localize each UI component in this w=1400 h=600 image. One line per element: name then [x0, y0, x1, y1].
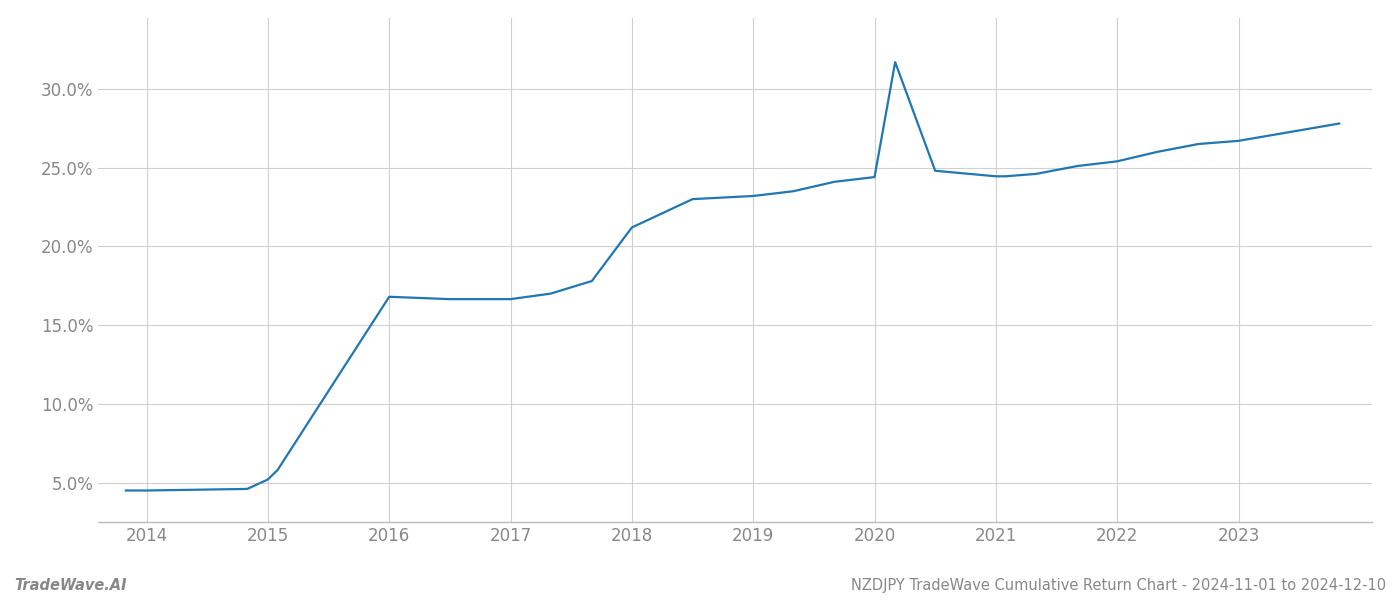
- Text: NZDJPY TradeWave Cumulative Return Chart - 2024-11-01 to 2024-12-10: NZDJPY TradeWave Cumulative Return Chart…: [851, 578, 1386, 593]
- Text: TradeWave.AI: TradeWave.AI: [14, 578, 126, 593]
